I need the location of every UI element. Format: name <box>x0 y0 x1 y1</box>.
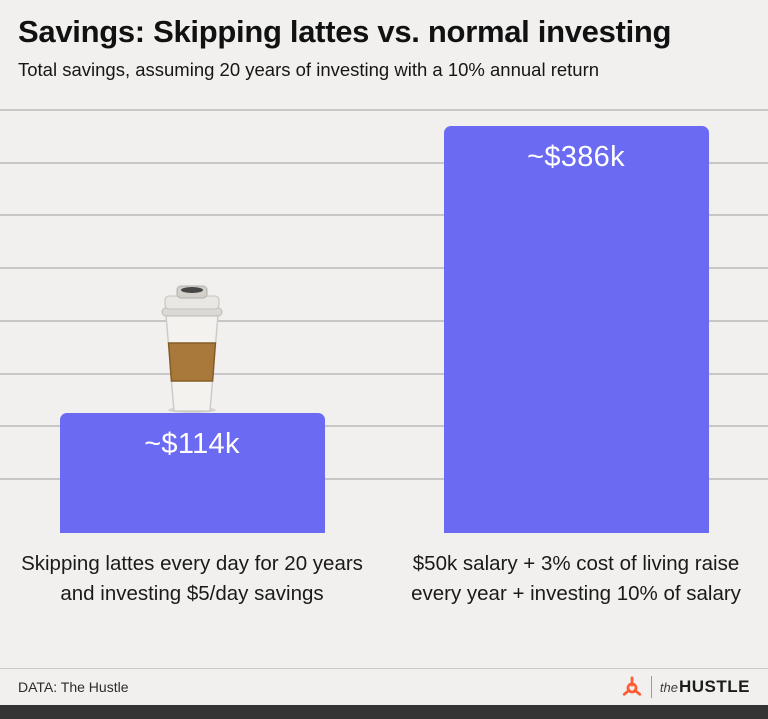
chart-subtitle: Total savings, assuming 20 years of inve… <box>18 58 600 80</box>
category-label-lattes: Skipping lattes every day for 20 years a… <box>21 552 363 605</box>
category-label-salary: $50k salary + 3% cost of living raise ev… <box>411 552 741 605</box>
bar-value-label-lattes: ~$114k <box>144 428 240 460</box>
logo-the: the <box>659 680 678 695</box>
bar-lattes: ~$114k <box>59 413 325 533</box>
category-labels: Skipping lattes every day for 20 years a… <box>0 533 768 668</box>
gridline <box>0 373 768 375</box>
logo-hustle: HUSTLE <box>679 677 750 696</box>
footer: DATA: The Hustle the HUSTLE <box>0 668 768 705</box>
gridlines <box>0 109 768 533</box>
bar-chart: ~$114k ~$386k <box>0 109 768 533</box>
plot-area: ~$114k ~$386k <box>0 111 768 533</box>
the-hustle-logo: the HUSTLE <box>621 676 750 698</box>
gridline <box>0 162 768 164</box>
bottom-strip <box>0 705 768 719</box>
gridline <box>0 267 768 269</box>
bar-group-lattes: ~$114k <box>0 111 384 533</box>
bar-salary: ~$386k <box>443 126 709 533</box>
header: Savings: Skipping lattes vs. normal inve… <box>0 0 768 111</box>
coffee-cup-icon <box>161 285 223 413</box>
data-source-label: DATA: The Hustle <box>18 679 129 695</box>
bar-group-salary: ~$386k <box>384 111 768 533</box>
gridline <box>0 109 768 111</box>
gridline <box>0 320 768 322</box>
logo-wordmark: the HUSTLE <box>660 677 750 697</box>
gridline <box>0 478 768 480</box>
sprocket-icon <box>622 676 642 696</box>
chart-title: Savings: Skipping lattes vs. normal inve… <box>18 14 672 49</box>
gridline <box>0 425 768 427</box>
logo-divider <box>650 676 652 698</box>
bar-value-label-salary: ~$386k <box>527 141 625 173</box>
gridline <box>0 214 768 216</box>
